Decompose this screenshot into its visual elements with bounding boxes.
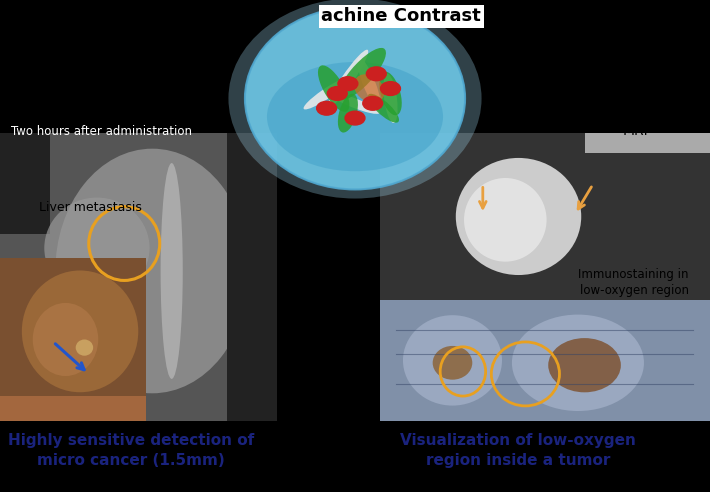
Circle shape [327,87,347,100]
Ellipse shape [245,7,465,189]
Ellipse shape [267,62,443,171]
Bar [0,133,50,234]
Ellipse shape [55,149,249,393]
Text: MRI: MRI [623,124,648,138]
Text: Highly sensitive detection of
micro cancer (1.5mm): Highly sensitive detection of micro canc… [9,433,254,467]
Ellipse shape [512,314,644,411]
Ellipse shape [354,74,384,103]
Ellipse shape [304,78,349,109]
Ellipse shape [44,198,150,298]
Ellipse shape [327,50,368,108]
Ellipse shape [368,94,399,123]
Circle shape [366,67,386,81]
Ellipse shape [432,346,472,380]
Ellipse shape [338,48,386,100]
Ellipse shape [379,72,402,115]
Ellipse shape [33,303,98,376]
Text: achine Contrast: achine Contrast [321,7,481,26]
Ellipse shape [464,178,547,262]
Ellipse shape [456,158,581,275]
Ellipse shape [548,338,621,392]
Ellipse shape [318,65,349,112]
Bar [227,133,277,421]
Bar [584,133,710,153]
Ellipse shape [160,163,182,379]
Ellipse shape [22,271,138,392]
Circle shape [363,96,383,110]
Text: Visualization of low-oxygen
region inside a tumor: Visualization of low-oxygen region insid… [400,433,636,467]
Ellipse shape [229,0,481,198]
Ellipse shape [76,339,93,356]
Bar [0,258,146,421]
Ellipse shape [338,94,358,132]
Ellipse shape [357,58,381,110]
Circle shape [381,82,400,95]
Text: Two hours after administration: Two hours after administration [11,125,192,138]
Circle shape [345,111,365,125]
Ellipse shape [111,264,127,284]
Bar [0,397,146,421]
Bar [380,133,710,300]
Circle shape [338,77,358,91]
Bar [0,133,277,421]
Ellipse shape [403,315,502,405]
Ellipse shape [383,74,398,123]
Ellipse shape [330,93,380,114]
Text: Liver metastasis: Liver metastasis [39,201,142,214]
Bar [380,300,710,421]
Text: Immunostaining in
low-oxygen region: Immunostaining in low-oxygen region [578,268,689,297]
Circle shape [317,101,337,115]
